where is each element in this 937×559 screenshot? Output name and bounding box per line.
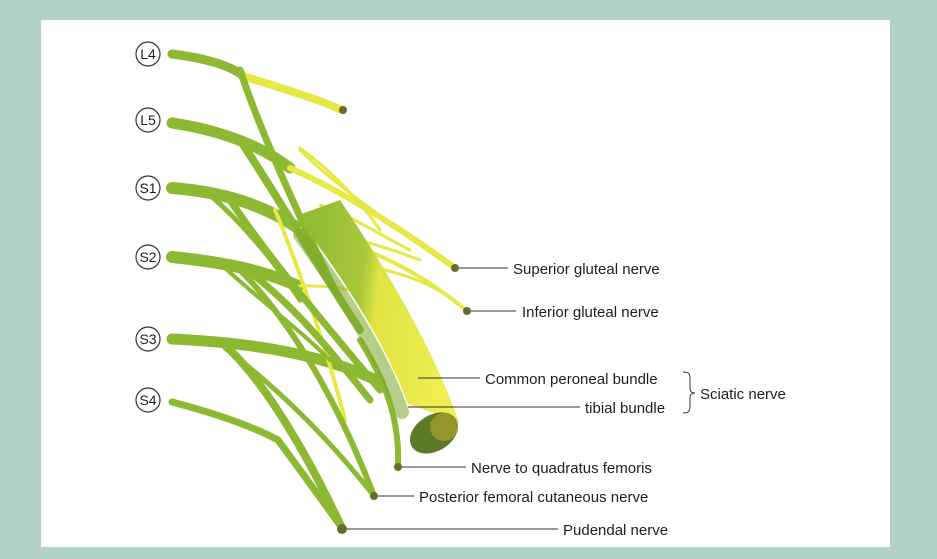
s4-to-pudendal: [274, 436, 346, 532]
s1-s2-connector: [207, 192, 303, 303]
connecting-loop-a: [298, 146, 382, 232]
root-label-text: S1: [139, 180, 156, 196]
nerve-labels: Superior gluteal nerve Inferior gluteal …: [419, 261, 786, 539]
posterior-femoral-branch: [237, 267, 377, 499]
quadratus-label: Nerve to quadratus femoris: [471, 460, 652, 477]
posterior-femoral-label: Posterior femoral cutaneous nerve: [419, 489, 648, 506]
root-label-text: L4: [140, 46, 156, 62]
pudendal-end: [337, 524, 347, 534]
superior-gluteal-branch: [298, 148, 457, 270]
sciatic-label: Sciatic nerve: [700, 386, 786, 403]
l4-dorsal-branch: [239, 72, 346, 114]
leader-lines: [347, 267, 696, 530]
sciatic-bracket: [682, 371, 696, 414]
pudendal-branch: [228, 348, 346, 532]
root-label-text: L5: [140, 112, 156, 128]
sciatic-nerve-trunk: [293, 200, 459, 454]
s1-descending: [226, 196, 384, 394]
superior-gluteal-end: [451, 264, 459, 272]
root-label-s3: S3: [135, 326, 161, 352]
s2-descending: [236, 261, 374, 404]
root-label-s1: S1: [135, 175, 161, 201]
l4-root-trunk: [167, 49, 248, 81]
s1-root-trunk: [166, 182, 304, 234]
nerve-end-caps: [337, 106, 471, 534]
root-labels: L4 L5 S1 S2 S3 S4: [135, 41, 161, 413]
sciatic-cut-end-yellow: [430, 413, 458, 441]
quadratus-branch: [357, 337, 402, 469]
root-label-s2: S2: [135, 244, 161, 270]
sciatic-tibial-side: [293, 228, 409, 419]
root-label-s4: S4: [135, 387, 161, 413]
root-label-text: S4: [139, 392, 156, 408]
inferior-gluteal-end: [463, 307, 471, 315]
diagram-panel: [41, 20, 890, 547]
s3-root-trunk: [166, 333, 386, 388]
root-label-l4: L4: [135, 41, 161, 67]
root-label-text: S3: [139, 331, 156, 347]
posterior-femoral-end: [370, 492, 378, 500]
pudendal-label: Pudendal nerve: [563, 522, 668, 539]
superior-gluteal-label: Superior gluteal nerve: [513, 261, 660, 278]
tibial-label: tibial bundle: [585, 400, 665, 417]
l4-branch-end: [339, 106, 347, 114]
inferior-gluteal-label: Inferior gluteal nerve: [522, 304, 659, 321]
root-label-l5: L5: [135, 107, 161, 133]
quadratus-end: [394, 463, 402, 471]
sciatic-body: [296, 200, 459, 422]
root-label-text: S2: [139, 249, 156, 265]
common-peroneal-label: Common peroneal bundle: [485, 371, 658, 388]
s4-root-trunk: [168, 398, 282, 444]
